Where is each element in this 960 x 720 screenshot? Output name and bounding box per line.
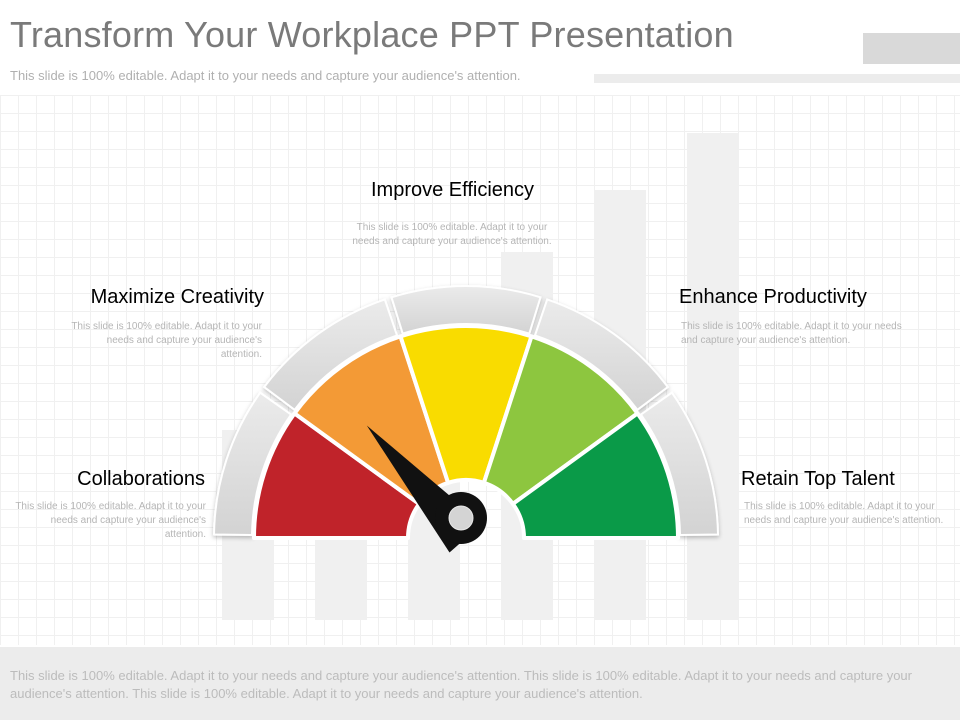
maximize-creativity-heading: Maximize Creativity (90, 286, 264, 308)
slide-subtitle: This slide is 100% editable. Adapt it to… (10, 68, 521, 83)
light-green-segment (481, 334, 640, 506)
enhance-productivity-heading: Enhance Productivity (679, 286, 867, 308)
gauge-needle (366, 425, 487, 553)
slide-title: Transform Your Workplace PPT Presentatio… (10, 14, 734, 55)
retain-top-talent-heading: Retain Top Talent (741, 468, 895, 490)
green-segment (510, 411, 680, 540)
improve-efficiency-description: This slide is 100% editable. Adapt it to… (352, 222, 552, 247)
footer-text: This slide is 100% editable. Adapt it to… (10, 668, 912, 701)
needle-hub-cap (448, 505, 474, 531)
red-segment (252, 411, 422, 540)
maximize-creativity-description: This slide is 100% editable. Adapt it to… (71, 321, 262, 360)
background-bar (687, 133, 739, 620)
retain-top-talent-description: This slide is 100% editable. Adapt it to… (744, 501, 944, 526)
footer-band: This slide is 100% editable. Adapt it to… (0, 647, 960, 720)
corner-decoration (863, 33, 960, 64)
collaborations-heading: Collaborations (77, 468, 205, 490)
corner-line (594, 74, 960, 83)
gauge-rim (212, 285, 720, 537)
enhance-productivity-description: This slide is 100% editable. Adapt it to… (681, 321, 902, 346)
gauge-segments (252, 324, 680, 540)
improve-efficiency-heading: Improve Efficiency (370, 179, 535, 201)
yellow-segment (398, 324, 534, 485)
collaborations-description: This slide is 100% editable. Adapt it to… (15, 501, 206, 540)
